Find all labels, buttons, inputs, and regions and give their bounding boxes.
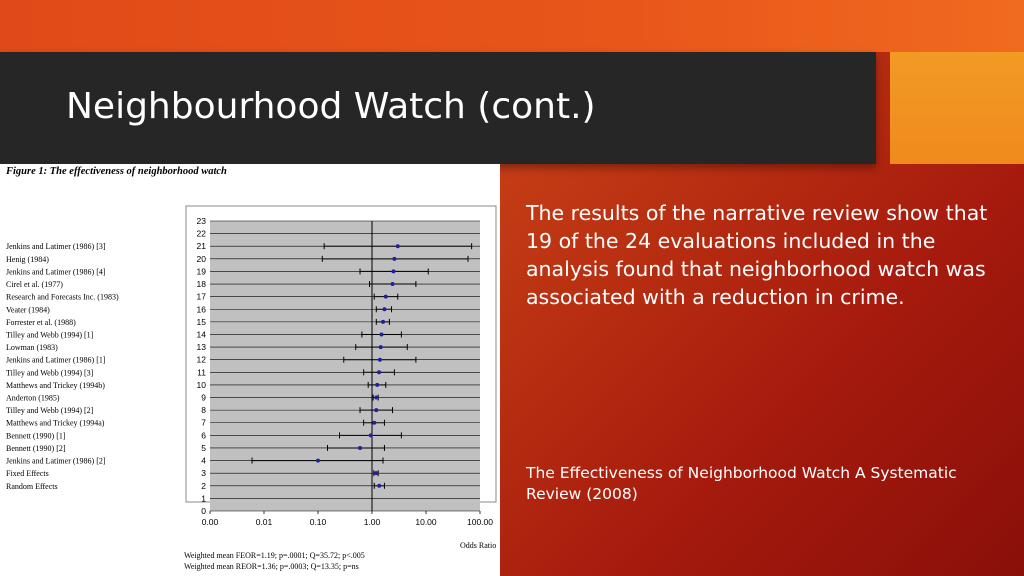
y-tick-label: 2 xyxy=(201,481,206,491)
y-tick-label: 18 xyxy=(197,279,207,289)
study-label: Tilley and Webb (1994) [1] xyxy=(6,330,94,339)
slide-title: Neighbourhood Watch (cont.) xyxy=(66,86,596,127)
y-tick-label: 1 xyxy=(201,493,206,503)
x-tick-label: 10.00 xyxy=(415,517,437,527)
odds-ratio-point xyxy=(358,445,363,450)
x-tick-label: 0.00 xyxy=(202,517,219,527)
odds-ratio-point xyxy=(368,433,373,438)
y-tick-label: 23 xyxy=(197,216,207,226)
study-label: Jenkins and Latimer (1986) [1] xyxy=(6,356,106,365)
y-tick-label: 9 xyxy=(201,393,206,403)
odds-ratio-point xyxy=(374,395,379,400)
x-tick-label: 0.01 xyxy=(256,517,273,527)
study-label: Veater (1984) xyxy=(6,305,50,314)
y-tick-label: 11 xyxy=(197,367,206,377)
y-tick-label: 0 xyxy=(201,506,206,516)
odds-ratio-point xyxy=(375,382,380,387)
odds-ratio-point xyxy=(382,307,387,312)
study-label: Jenkins and Latimer (1986) [3] xyxy=(6,242,106,251)
study-label: Anderton (1985) xyxy=(6,394,60,403)
y-tick-label: 20 xyxy=(197,254,207,264)
odds-ratio-point xyxy=(372,420,377,425)
y-tick-label: 12 xyxy=(197,355,207,365)
study-label: Fixed Effects xyxy=(6,469,49,478)
y-tick-label: 19 xyxy=(197,266,207,276)
forest-plot-figure: Figure 1: The effectiveness of neighborh… xyxy=(0,164,500,576)
forest-plot-svg: Figure 1: The effectiveness of neighborh… xyxy=(5,166,497,571)
study-label: Henig (1984) xyxy=(6,255,49,264)
x-tick-label: 1.00 xyxy=(364,517,381,527)
study-label: Cirel et al. (1977) xyxy=(6,280,63,289)
plot-inner xyxy=(210,221,480,511)
y-tick-label: 15 xyxy=(197,317,207,327)
odds-ratio-point xyxy=(392,256,397,261)
citation-text: The Effectiveness of Neighborhood Watch … xyxy=(526,464,957,503)
y-tick-label: 22 xyxy=(197,229,207,239)
odds-ratio-point xyxy=(390,282,395,287)
study-label: Matthews and Trickey (1994b) xyxy=(6,381,105,390)
footnote-1: Weighted mean FEOR=1.19; p=.0001; Q=35.7… xyxy=(184,551,365,560)
y-tick-label: 16 xyxy=(197,304,207,314)
study-label: Jenkins and Latimer (1986) [2] xyxy=(6,457,106,466)
footnote-2: Weighted mean REOR=1.36; p=.0003; Q=13.3… xyxy=(184,562,359,571)
y-tick-label: 8 xyxy=(201,405,206,415)
top-band xyxy=(0,0,1024,52)
study-label: Bennett (1990) [1] xyxy=(6,431,66,440)
odds-ratio-point xyxy=(383,294,388,299)
study-label: Random Effects xyxy=(6,482,58,491)
y-tick-label: 14 xyxy=(197,329,207,339)
y-tick-label: 5 xyxy=(201,443,206,453)
x-tick-label: 0.10 xyxy=(310,517,327,527)
y-tick-label: 21 xyxy=(197,241,207,251)
odds-ratio-point xyxy=(395,244,400,249)
y-tick-label: 4 xyxy=(201,456,206,466)
odds-ratio-point xyxy=(374,471,379,476)
figure-title: Figure 1: The effectiveness of neighborh… xyxy=(5,166,227,177)
title-bar: Neighbourhood Watch (cont.) xyxy=(0,52,876,164)
study-label: Matthews and Trickey (1994a) xyxy=(6,419,105,428)
x-tick-label: 100.00 xyxy=(467,517,493,527)
y-tick-label: 17 xyxy=(197,292,207,302)
y-tick-label: 7 xyxy=(201,418,206,428)
odds-ratio-point xyxy=(381,319,386,324)
y-tick-label: 6 xyxy=(201,430,206,440)
study-label: Lowman (1983) xyxy=(6,343,58,352)
study-label: Bennett (1990) [2] xyxy=(6,444,66,453)
y-tick-label: 3 xyxy=(201,468,206,478)
study-label: Tilley and Webb (1994) [2] xyxy=(6,406,94,415)
study-label: Research and Forecasts Inc. (1983) xyxy=(6,293,119,302)
odds-ratio-point xyxy=(378,345,383,350)
study-label: Forrester et al. (1988) xyxy=(6,318,76,327)
odds-ratio-point xyxy=(377,483,382,488)
body-text: The results of the narrative review show… xyxy=(526,201,988,309)
accent-box xyxy=(890,52,1024,164)
odds-ratio-point xyxy=(391,269,396,274)
y-tick-label: 10 xyxy=(197,380,207,390)
y-tick-label: 13 xyxy=(197,342,207,352)
odds-ratio-point xyxy=(374,408,379,413)
study-label: Tilley and Webb (1994) [3] xyxy=(6,368,94,377)
x-axis-label: Odds Ratio xyxy=(460,541,496,550)
odds-ratio-point xyxy=(377,357,382,362)
study-label: Jenkins and Latimer (1986) [4] xyxy=(6,267,106,276)
odds-ratio-point xyxy=(379,332,384,337)
odds-ratio-point xyxy=(316,458,320,463)
odds-ratio-point xyxy=(377,370,382,375)
